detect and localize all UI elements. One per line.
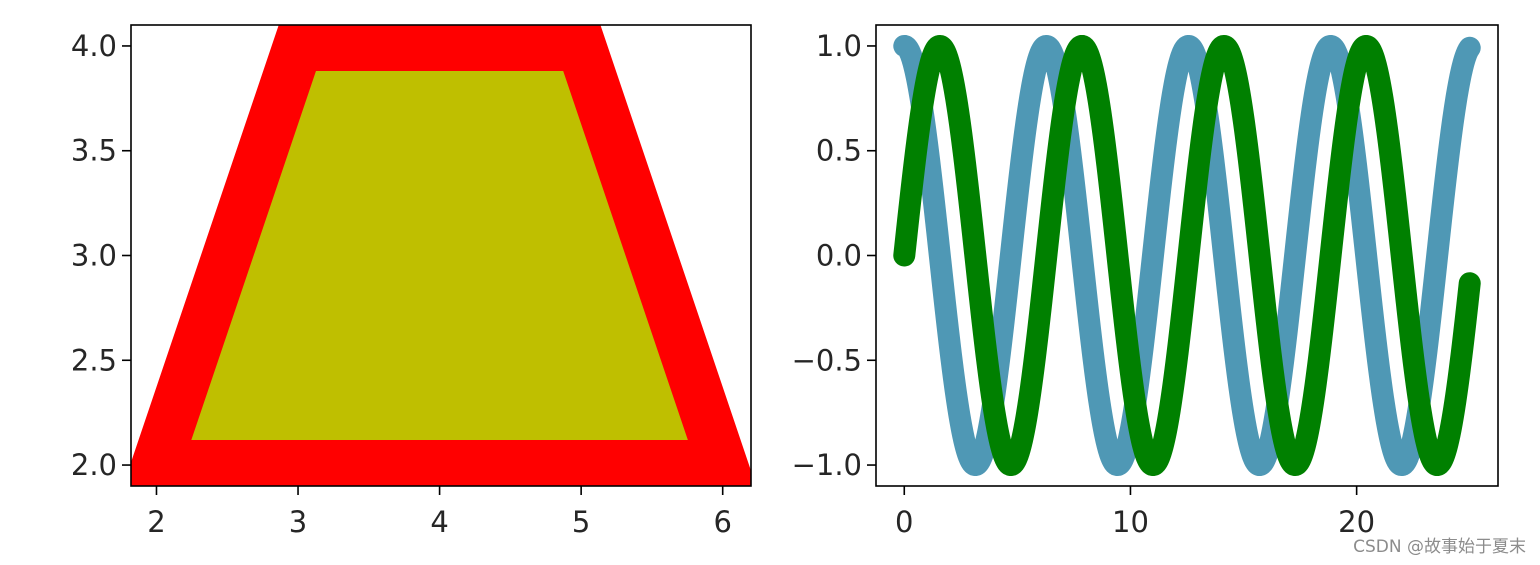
y-tick-label: 0.5 bbox=[816, 134, 862, 168]
right-axes: 0 10 20 −1.0 −0.5 0.0 0.5 1.0 bbox=[792, 24, 1499, 539]
x-tick-label: 0 bbox=[895, 505, 913, 539]
left-axes: 2 3 4 5 6 2.0 2.5 3.0 3.5 4.0 bbox=[71, 24, 752, 539]
y-tick-label: 2.0 bbox=[71, 448, 117, 482]
y-tick-label: 2.5 bbox=[71, 343, 117, 377]
trapezoid-polygon bbox=[131, 25, 751, 486]
wave-plot bbox=[893, 34, 1481, 477]
y-tick-label: −1.0 bbox=[792, 448, 862, 482]
y-tick-label: 1.0 bbox=[816, 29, 862, 63]
x-tick-label: 4 bbox=[430, 505, 448, 539]
right-y-ticks: −1.0 −0.5 0.0 0.5 1.0 bbox=[792, 29, 876, 482]
x-tick-label: 3 bbox=[289, 505, 307, 539]
trapezoid-plot bbox=[131, 25, 751, 486]
watermark: CSDN @故事始于夏末 bbox=[1353, 537, 1526, 557]
x-tick-label: 10 bbox=[1112, 505, 1149, 539]
right-x-ticks: 0 10 20 bbox=[895, 486, 1375, 539]
left-x-ticks: 2 3 4 5 6 bbox=[147, 486, 732, 539]
left-y-ticks: 2.0 2.5 3.0 3.5 4.0 bbox=[71, 29, 131, 482]
y-tick-label: 3.0 bbox=[71, 239, 117, 273]
sin-series-line bbox=[893, 34, 1481, 477]
y-tick-label: −0.5 bbox=[792, 343, 862, 377]
y-tick-label: 3.5 bbox=[71, 134, 117, 168]
x-tick-label: 20 bbox=[1338, 505, 1375, 539]
x-tick-label: 6 bbox=[713, 505, 731, 539]
y-tick-label: 0.0 bbox=[816, 239, 862, 273]
x-tick-label: 5 bbox=[572, 505, 590, 539]
y-tick-label: 4.0 bbox=[71, 29, 117, 63]
x-tick-label: 2 bbox=[147, 505, 165, 539]
